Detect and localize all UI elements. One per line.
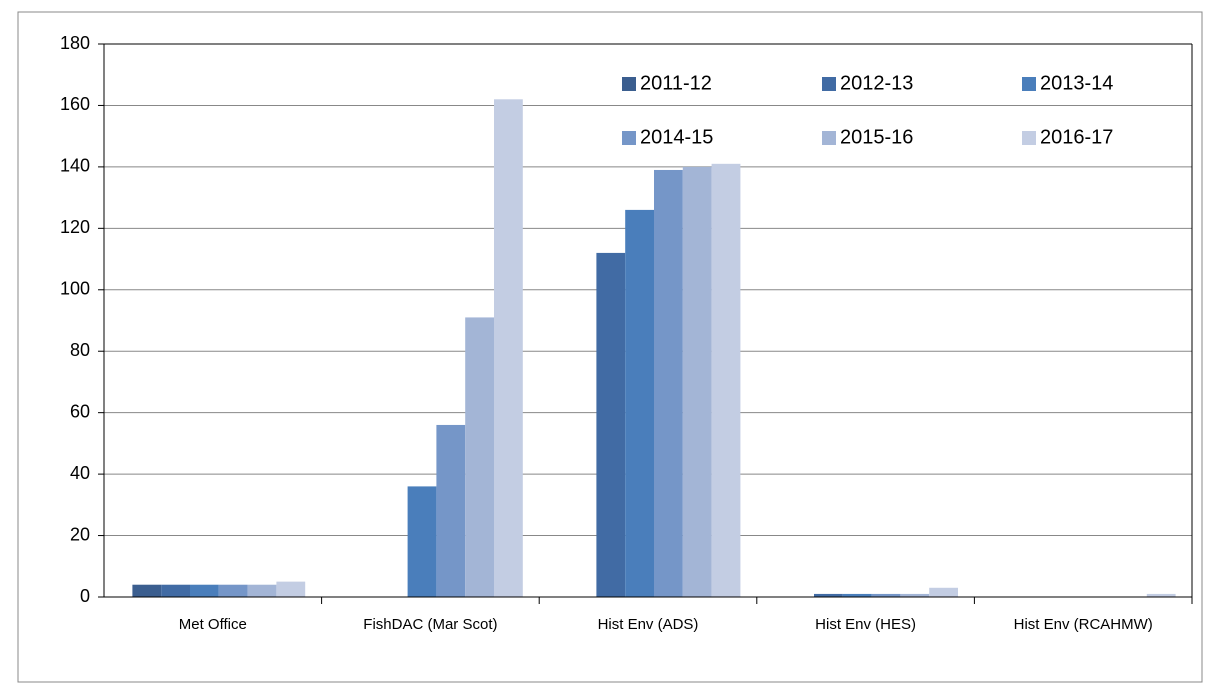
bar: [625, 209, 654, 597]
y-tick-label: 80: [70, 340, 90, 360]
bar: [190, 584, 219, 597]
legend-label: 2014-15: [640, 126, 713, 148]
y-tick-label: 20: [70, 524, 90, 544]
bar: [871, 593, 901, 597]
x-tick-label: Hist Env (HES): [815, 616, 916, 633]
bar: [596, 252, 626, 597]
y-tick-label: 60: [70, 401, 90, 421]
chart-frame: [17, 11, 1203, 683]
y-tick-label: 120: [60, 217, 90, 237]
legend-swatch: [622, 131, 636, 145]
legend-swatch: [822, 77, 836, 91]
bar: [276, 581, 306, 597]
legend-swatch: [622, 77, 636, 91]
bar: [494, 99, 523, 598]
bar: [436, 424, 466, 597]
legend-label: 2016-17: [1040, 126, 1113, 148]
bar: [711, 163, 741, 598]
legend-label: 2011-12: [640, 72, 712, 94]
y-tick-label: 0: [80, 586, 90, 606]
bar: [654, 169, 683, 597]
legend-label: 2013-14: [1040, 72, 1113, 94]
legend-swatch: [1022, 77, 1036, 91]
bar: [407, 486, 437, 597]
bar: [161, 584, 190, 597]
y-tick-label: 40: [70, 463, 90, 483]
bar: [842, 593, 872, 597]
bar: [465, 317, 494, 597]
bar: [132, 584, 162, 597]
y-tick-label: 100: [60, 279, 90, 299]
legend-swatch: [1022, 131, 1036, 145]
bar: [814, 593, 843, 597]
y-tick-label: 180: [60, 33, 90, 53]
legend-swatch: [822, 131, 836, 145]
y-tick-label: 160: [60, 94, 90, 114]
x-tick-label: Hist Env (ADS): [598, 616, 699, 633]
bar: [682, 166, 712, 597]
x-tick-label: FishDAC (Mar Scot): [363, 616, 497, 633]
bar: [1146, 593, 1176, 597]
bar: [218, 584, 248, 597]
legend-label: 2012-13: [840, 72, 913, 94]
legend-label: 2015-16: [840, 126, 913, 148]
y-tick-label: 140: [60, 156, 90, 176]
bar: [247, 584, 277, 597]
bar: [929, 587, 958, 597]
bar: [900, 593, 930, 597]
x-tick-label: Met Office: [179, 616, 247, 633]
x-tick-label: Hist Env (RCAHMW): [1014, 616, 1153, 633]
